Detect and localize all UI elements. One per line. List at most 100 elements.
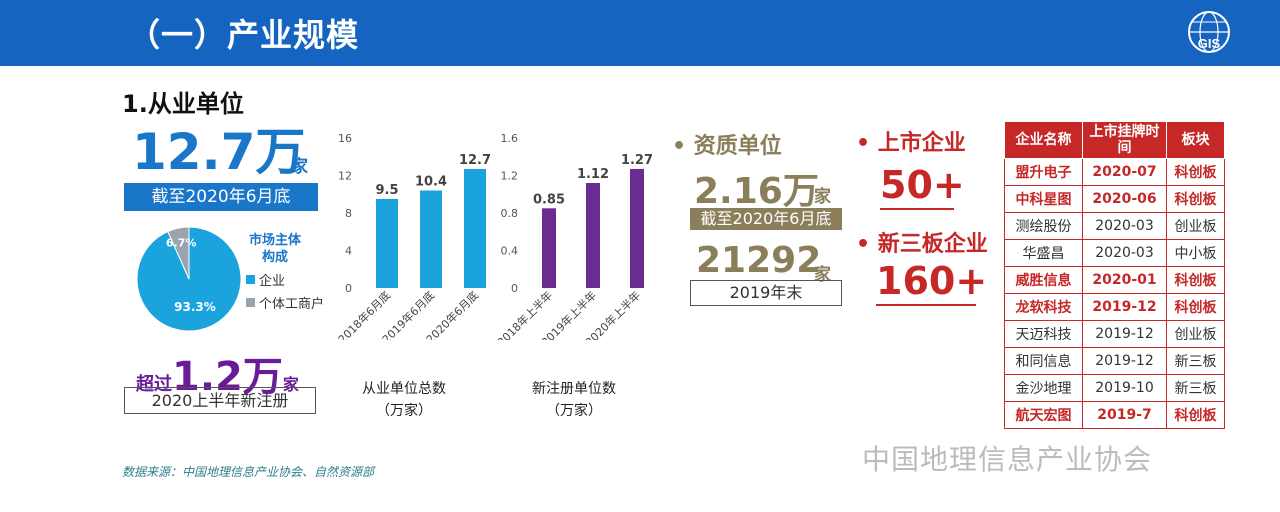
table-cell-date: 2019-12 (1082, 293, 1167, 321)
table-cell-name: 航天宏图 (1004, 401, 1083, 429)
pie-legend-title: 市场主体构成 (248, 233, 301, 265)
table-cell-date: 2020-07 (1082, 158, 1167, 186)
section-title: 1.从业单位 (122, 90, 244, 118)
bar-value-label: 9.5 (375, 183, 398, 198)
bar-value-label: 12.7 (459, 153, 490, 168)
header-bar: （一）产业规模 GIS (0, 0, 1280, 66)
table-cell-name: 测绘股份 (1004, 212, 1083, 240)
pie-slice (167, 226, 190, 280)
bar-value-label: 0.85 (533, 192, 565, 207)
y-tick-label: 4 (345, 245, 352, 258)
pie-label-enterprise: 93.3% (174, 300, 216, 314)
table-cell-date: 2020-03 (1082, 212, 1167, 240)
table-header-cell: 企业名称 (1004, 121, 1083, 159)
new-registered-value: 1.2万 (172, 354, 283, 400)
table-header-row: 企业名称 上市挂牌时间 板块 (1004, 121, 1225, 159)
chart2-caption: 新注册单位数 （万家） (520, 378, 628, 422)
y-tick-label: 12 (338, 170, 352, 183)
table-cell-board: 科创板 (1166, 401, 1225, 429)
chart1-title: 从业单位总数 (362, 381, 446, 397)
qualified-value-2: 21292 (696, 240, 822, 281)
table-row: 天迈科技 2019-12 创业板 (1004, 320, 1225, 348)
table-row: 盟升电子 2020-07 科创板 (1004, 158, 1225, 186)
total-units-note: 截至2020年6月底 (124, 183, 318, 211)
bar (586, 183, 600, 288)
legend-label: 企业 (259, 274, 286, 289)
bar (542, 208, 556, 288)
total-units-bar-chart: 04812169.52018年6月底10.42019年6月底12.72020年6… (335, 132, 490, 340)
new-registered-unit: 家 (282, 375, 299, 394)
neeq-value: 160+ (876, 258, 987, 306)
table-cell-board: 科创板 (1166, 266, 1225, 294)
total-units-unit: 家 (291, 157, 308, 177)
y-tick-label: 1.2 (501, 170, 519, 183)
pie-legend: 市场主体构成 企业 个体工商户 (246, 232, 328, 312)
neeq-title: 新三板企业 (877, 232, 988, 257)
y-tick-label: 1.6 (501, 132, 519, 145)
bar (464, 168, 486, 288)
table-cell-board: 创业板 (1166, 212, 1225, 240)
legend-swatch-icon (246, 298, 255, 307)
table-row: 威胜信息 2020-01 科创板 (1004, 266, 1225, 294)
listed-value: 50+ (880, 162, 965, 210)
table-cell-board: 科创板 (1166, 293, 1225, 321)
neeq-heading: • 新三板企业 (856, 226, 988, 258)
legend-label: 个体工商户 (259, 297, 325, 312)
table-cell-date: 2019-7 (1082, 401, 1167, 429)
chart1-unit: （万家） (376, 403, 432, 419)
table-cell-name: 天迈科技 (1004, 320, 1083, 348)
qualified-unit-1: 家 (814, 187, 831, 207)
slide-title: （一）产业规模 (128, 16, 360, 54)
y-tick-label: 0 (511, 282, 518, 295)
table-row: 中科星图 2020-06 科创板 (1004, 185, 1225, 213)
table-row: 龙软科技 2019-12 科创板 (1004, 293, 1225, 321)
bullet-icon: • (856, 131, 871, 156)
new-registered-headline: 超过1.2万家 (136, 344, 299, 402)
bar-value-label: 1.12 (577, 167, 609, 182)
qualified-value-1: 2.16万 (694, 171, 819, 212)
table-row: 测绘股份 2020-03 创业板 (1004, 212, 1225, 240)
qualified-note-2: 2019年末 (690, 280, 842, 306)
bar (630, 168, 644, 288)
table-cell-date: 2019-12 (1082, 320, 1167, 348)
new-registered-bar-chart: 00.40.81.21.60.852018年上半年1.122019年上半年1.2… (496, 132, 653, 340)
listed-heading: • 上市企业 (856, 125, 966, 157)
table-cell-board: 科创板 (1166, 158, 1225, 186)
table-cell-board: 新三板 (1166, 374, 1225, 402)
table-cell-board: 中小板 (1166, 239, 1225, 267)
table-cell-name: 龙软科技 (1004, 293, 1083, 321)
pie-legend-item-individual: 个体工商户 (246, 293, 328, 312)
bar (420, 190, 442, 288)
table-cell-name: 中科星图 (1004, 185, 1083, 213)
table-cell-name: 华盛昌 (1004, 239, 1083, 267)
bar-value-label: 10.4 (415, 175, 447, 190)
table-row: 和同信息 2019-12 新三板 (1004, 347, 1225, 375)
table-row: 金沙地理 2019-10 新三板 (1004, 374, 1225, 402)
table-cell-date: 2020-06 (1082, 185, 1167, 213)
table-cell-date: 2020-01 (1082, 266, 1167, 294)
table-row: 华盛昌 2020-03 中小板 (1004, 239, 1225, 267)
bullet-icon: • (672, 134, 687, 159)
y-tick-label: 0 (345, 282, 352, 295)
total-units-value: 12.7万 (132, 123, 306, 181)
listed-companies-table: 企业名称 上市挂牌时间 板块 盟升电子 2020-07 科创板 中科星图 2020-06… (1004, 121, 1225, 429)
table-header-cell: 上市挂牌时间 (1082, 121, 1167, 159)
bullet-icon: • (856, 232, 871, 257)
table-cell-name: 威胜信息 (1004, 266, 1083, 294)
new-registered-note: 2020上半年新注册 (124, 387, 316, 414)
table-cell-date: 2019-10 (1082, 374, 1167, 402)
new-registered-prefix: 超过 (136, 374, 172, 395)
table-row: 航天宏图 2019-7 科创板 (1004, 401, 1225, 429)
table-cell-name: 盟升电子 (1004, 158, 1083, 186)
market-composition-pie: 93.3% 6.7% (136, 226, 242, 332)
qualified-title: 资质单位 (693, 134, 782, 159)
bar (376, 198, 398, 288)
data-source-note: 数据来源：中国地理信息产业协会、自然资源部 (122, 465, 375, 479)
pie-label-individual: 6.7% (166, 236, 197, 249)
chart1-caption: 从业单位总数 （万家） (352, 378, 456, 422)
chart2-title: 新注册单位数 (532, 381, 616, 397)
table-cell-name: 金沙地理 (1004, 374, 1083, 402)
table-cell-board: 科创板 (1166, 185, 1225, 213)
svg-text:GIS: GIS (1198, 36, 1221, 51)
qualified-note-1: 截至2020年6月底 (690, 208, 842, 230)
